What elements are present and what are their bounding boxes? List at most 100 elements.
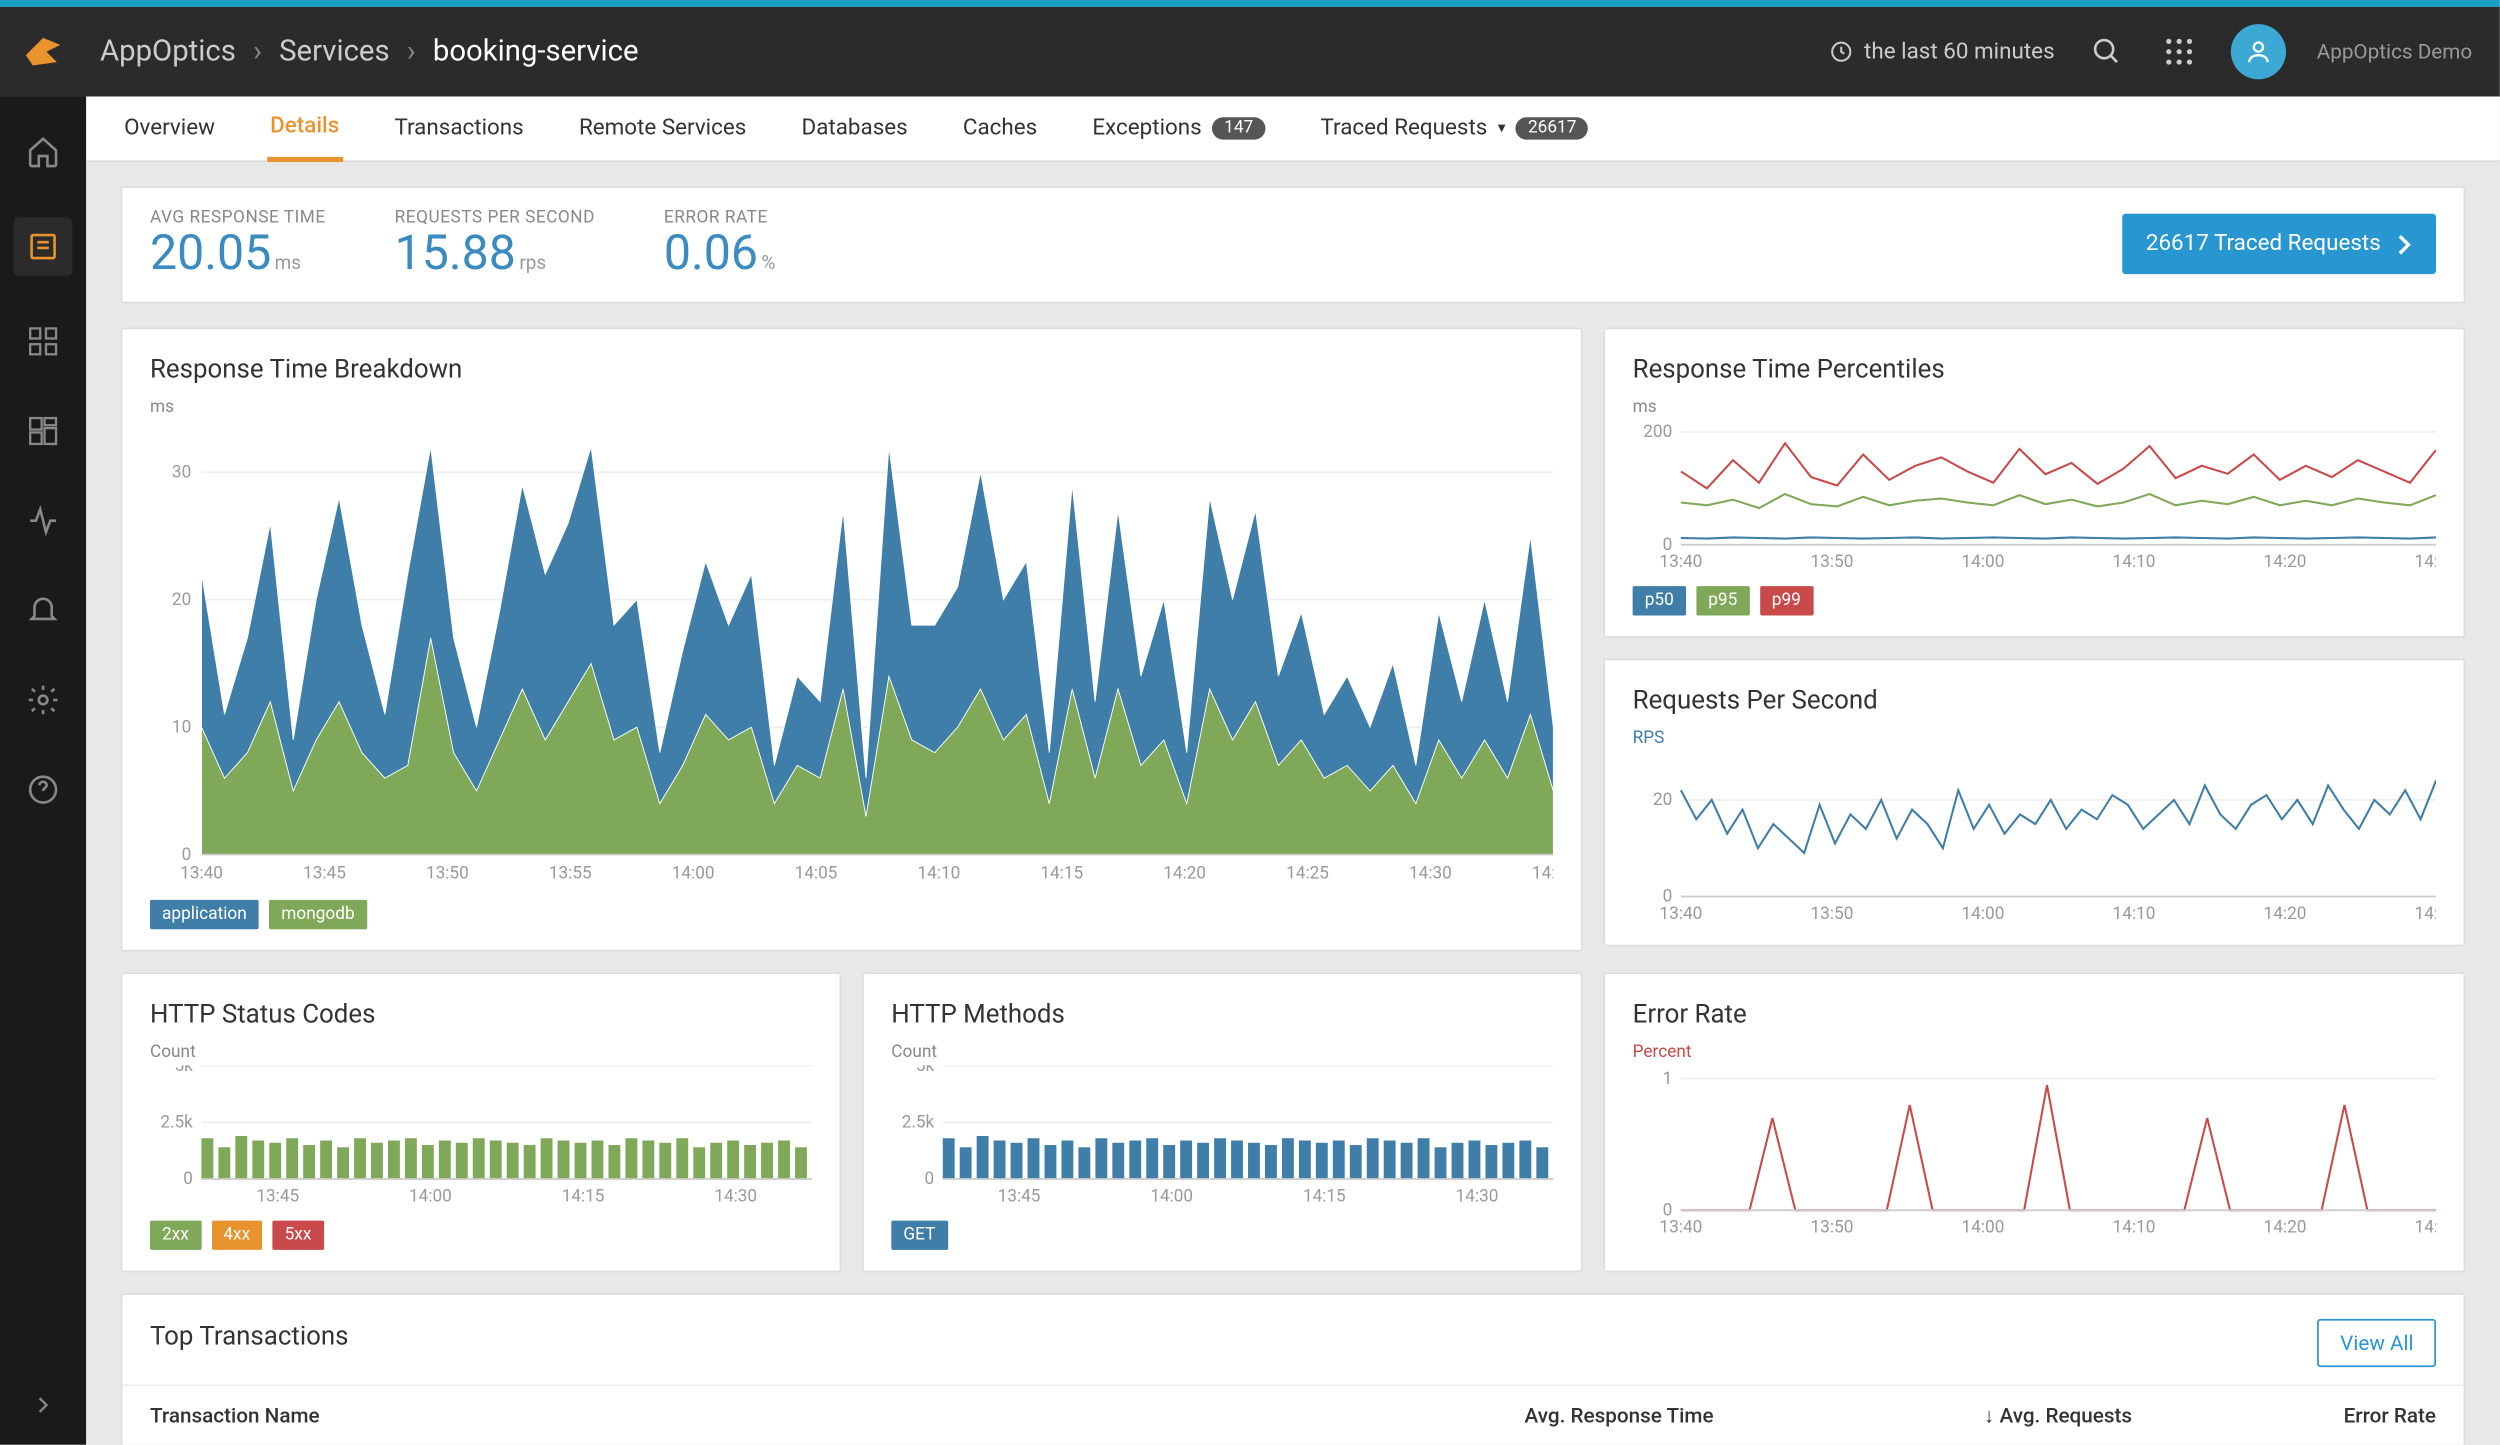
sidebar-item-services[interactable] [14, 217, 73, 276]
svg-text:14:05: 14:05 [795, 863, 838, 883]
svg-text:14:35: 14:35 [1532, 863, 1553, 883]
breadcrumb-root[interactable]: AppOptics [100, 34, 236, 68]
sidebar-item-alerts[interactable] [19, 586, 67, 634]
metric-unit: % [761, 252, 775, 274]
top-transactions-card: Top Transactions View All Transaction Na… [121, 1293, 2466, 1445]
traced-requests-label: 26617 Traced Requests [2146, 232, 2381, 258]
gear-icon [26, 683, 60, 717]
time-range-label: the last 60 minutes [1864, 39, 2055, 65]
svg-text:13:40: 13:40 [1659, 552, 1702, 572]
tab-traced-requests[interactable]: Traced Requests▾26617 [1317, 97, 1592, 162]
solarwinds-icon [22, 31, 63, 72]
sidebar-item-grid[interactable] [19, 317, 67, 365]
col-avg-response[interactable]: Avg. Response Time [1238, 1385, 1741, 1445]
sidebar-item-activity[interactable] [19, 497, 67, 545]
svg-text:20: 20 [172, 589, 191, 609]
col-error-rate[interactable]: Error Rate [2160, 1385, 2464, 1445]
svg-text:14:20: 14:20 [1163, 863, 1206, 883]
chart-title: HTTP Methods [891, 998, 1553, 1029]
transactions-table: Transaction Name Avg. Response Time ↓ Av… [122, 1384, 2463, 1445]
svg-text:14:30: 14:30 [2415, 552, 2436, 572]
svg-text:13:40: 13:40 [180, 863, 223, 883]
svg-text:0: 0 [183, 1169, 193, 1189]
metric-rps: REQUESTS PER SECOND 15.88rps [395, 209, 595, 281]
chart-title: HTTP Status Codes [150, 998, 812, 1029]
chevron-right-icon: › [407, 34, 416, 68]
activity-icon [26, 503, 60, 537]
svg-text:14:10: 14:10 [2113, 552, 2156, 572]
sidebar-item-dashboards[interactable] [19, 407, 67, 455]
breadcrumb-services[interactable]: Services [279, 34, 389, 68]
search-button[interactable] [2086, 31, 2127, 72]
apps-button[interactable] [2158, 31, 2199, 72]
svg-text:14:00: 14:00 [1961, 904, 2004, 924]
tab-exceptions[interactable]: Exceptions147 [1089, 97, 1269, 162]
svg-text:13:40: 13:40 [1659, 904, 1702, 924]
demo-label: AppOptics Demo [2317, 40, 2473, 64]
svg-text:14:00: 14:00 [1150, 1186, 1193, 1206]
sidebar-nav [0, 97, 86, 1445]
svg-text:0: 0 [925, 1169, 935, 1189]
svg-text:5k: 5k [175, 1065, 194, 1076]
svg-text:14:30: 14:30 [714, 1186, 757, 1206]
svg-text:13:45: 13:45 [303, 863, 346, 883]
sidebar-item-help[interactable] [19, 765, 67, 813]
svg-text:14:15: 14:15 [1040, 863, 1083, 883]
layers-icon [26, 229, 60, 263]
brand-logo[interactable] [0, 7, 86, 97]
breadcrumb-current: booking-service [433, 34, 639, 68]
svg-text:5k: 5k [916, 1065, 935, 1076]
user-icon [2244, 38, 2272, 66]
chart-title: Response Time Percentiles [1633, 353, 2436, 384]
svg-text:14:20: 14:20 [2264, 552, 2307, 572]
metric-unit: rps [519, 252, 546, 274]
tab-transactions[interactable]: Transactions [391, 97, 527, 162]
svg-text:14:00: 14:00 [1961, 552, 2004, 572]
bell-icon [26, 593, 60, 627]
svg-text:14:25: 14:25 [1286, 863, 1329, 883]
status-codes-chart: 02.5k5k13:4514:0014:1514:30 [150, 1065, 812, 1206]
rps-card: Requests Per Second RPS 02013:4013:5014:… [1603, 658, 2465, 946]
percentiles-chart: 020013:4013:5014:0014:1014:2014:30 [1633, 420, 2436, 572]
help-icon [26, 772, 60, 806]
response-time-breakdown-card: Response Time Breakdown ms 010203013:401… [121, 327, 1583, 951]
col-avg-requests[interactable]: ↓ Avg. Requests [1741, 1385, 2160, 1445]
svg-text:14:15: 14:15 [1303, 1186, 1346, 1206]
tab-remote-services[interactable]: Remote Services [575, 97, 749, 162]
y-axis-label: Count [891, 1043, 1553, 1062]
sidebar-item-settings[interactable] [19, 676, 67, 724]
tab-databases[interactable]: Databases [798, 97, 911, 162]
time-range-picker[interactable]: the last 60 minutes [1830, 39, 2055, 65]
svg-text:13:50: 13:50 [1810, 1217, 1853, 1237]
chevron-right-icon: › [253, 34, 262, 68]
svg-text:13:55: 13:55 [549, 863, 592, 883]
svg-text:14:30: 14:30 [1456, 1186, 1499, 1206]
svg-text:14:00: 14:00 [1961, 1217, 2004, 1237]
grid-icon [2165, 38, 2193, 66]
user-avatar[interactable] [2231, 24, 2286, 79]
status-legend: 2xx4xx5xx [150, 1220, 812, 1249]
tab-caches[interactable]: Caches [959, 97, 1040, 162]
percentiles-card: Response Time Percentiles ms 020013:4013… [1603, 327, 2465, 637]
search-icon [2091, 36, 2122, 67]
metric-value: 0.06 [664, 224, 758, 281]
http-methods-card: HTTP Methods Count 02.5k5k13:4514:0014:1… [862, 972, 1583, 1272]
traced-requests-button[interactable]: 26617 Traced Requests [2122, 214, 2436, 274]
svg-text:2.5k: 2.5k [160, 1112, 193, 1132]
svg-text:13:50: 13:50 [1810, 552, 1853, 572]
metrics-summary-card: AVG RESPONSE TIME 20.05ms REQUESTS PER S… [121, 186, 2466, 303]
col-transaction-name[interactable]: Transaction Name [122, 1385, 1238, 1445]
svg-text:0: 0 [182, 844, 192, 864]
home-icon [26, 134, 60, 168]
sidebar-collapse-button[interactable] [19, 1396, 67, 1444]
svg-text:10: 10 [172, 717, 191, 737]
dashboard-icon [26, 414, 60, 448]
tab-overview[interactable]: Overview [121, 97, 219, 162]
error-rate-chart: 0113:4013:5014:0014:1014:2014:30 [1633, 1065, 2436, 1237]
svg-text:13:50: 13:50 [426, 863, 469, 883]
tab-details[interactable]: Details [267, 97, 343, 163]
sidebar-item-home[interactable] [19, 128, 67, 176]
view-all-button[interactable]: View All [2318, 1319, 2436, 1367]
svg-text:14:20: 14:20 [2264, 904, 2307, 924]
metric-avg-response: AVG RESPONSE TIME 20.05ms [150, 209, 326, 281]
